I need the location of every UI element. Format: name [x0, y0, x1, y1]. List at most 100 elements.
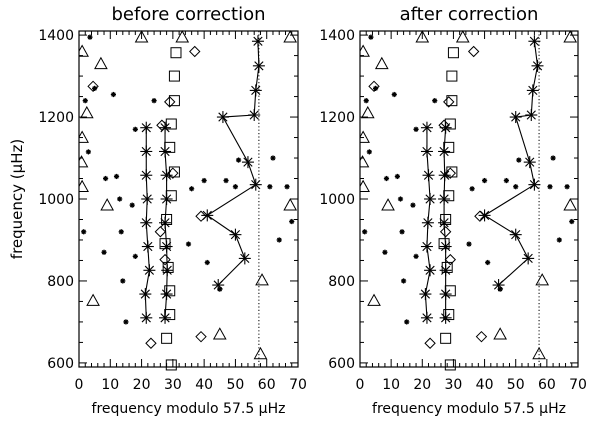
triangle-point — [79, 155, 89, 168]
diamond-point — [154, 226, 167, 238]
ridge-asterisk-point — [216, 111, 229, 124]
ridge-asterisk-point — [420, 240, 433, 253]
ridge-asterisk-point — [523, 156, 536, 169]
triangle-point — [283, 198, 298, 211]
triangle-point — [86, 293, 100, 306]
triangle-point — [563, 30, 578, 43]
ridge-asterisk-point — [249, 178, 262, 191]
x-tick-label: 70 — [289, 377, 307, 393]
ridge-asterisk-point — [420, 121, 433, 134]
small-star-point — [404, 319, 410, 325]
diamond-point — [443, 96, 455, 108]
ridge-asterisk-point — [251, 35, 264, 48]
ridge-asterisk-point — [422, 169, 435, 182]
small-star-point — [87, 34, 93, 40]
ridge-asterisk-point — [439, 311, 452, 324]
ridge-asterisk-point — [439, 264, 452, 277]
diamond-point — [424, 337, 436, 349]
y-tick-label: 1000 — [38, 192, 74, 208]
x-tick-label: 30 — [164, 377, 182, 393]
square-point — [168, 95, 180, 107]
triangle-point — [360, 155, 370, 168]
ridge-asterisk-point — [160, 288, 173, 301]
small-star-point — [382, 249, 388, 255]
small-star-point — [232, 184, 239, 190]
small-star-point — [201, 177, 207, 184]
ridge-asterisk-point — [161, 264, 174, 277]
diamond-point — [444, 253, 457, 266]
small-star-point — [399, 229, 405, 235]
square-point — [164, 285, 176, 297]
y-tick-label: 600 — [47, 356, 74, 372]
ridge-asterisk-point — [528, 178, 541, 191]
small-star-point — [363, 98, 369, 104]
ridge-asterisk-point — [438, 216, 451, 229]
ridge-asterisk-point — [420, 145, 433, 158]
small-star-point — [102, 175, 109, 182]
ridge-asterisk-point — [526, 84, 539, 97]
y-tick-label: 1400 — [38, 28, 74, 44]
x-tick-label: 40 — [476, 377, 494, 393]
small-star-point — [466, 241, 472, 247]
marks-layer — [79, 30, 298, 371]
ridge-asterisk-point — [160, 193, 173, 205]
small-star-point — [485, 259, 491, 266]
diamond-point — [159, 253, 171, 266]
ridge-asterisk-point — [140, 311, 153, 324]
ridge-asterisk-point — [140, 216, 153, 229]
triangle-point — [360, 105, 375, 119]
ridge-asterisk-point — [531, 59, 544, 72]
small-star-point — [185, 241, 192, 247]
small-star-point — [513, 184, 519, 190]
triangle-point — [175, 30, 190, 43]
diamond-point — [195, 330, 207, 343]
triangle-point — [493, 327, 507, 340]
triangle-point — [79, 44, 89, 57]
ridge-asterisk-point — [159, 311, 172, 324]
triangle-point — [255, 273, 269, 286]
triangle-point — [360, 179, 370, 193]
ridge-asterisk-point — [160, 169, 173, 182]
small-star-point — [284, 184, 290, 190]
panel-after-correction: after correction 0 10 20 30 40 50 60 70 600 800 100… — [319, 4, 587, 417]
ridge-asterisk-point — [439, 288, 452, 301]
diamond-point — [438, 119, 450, 131]
ridge-asterisk-point — [140, 145, 153, 158]
plot-frame — [78, 30, 299, 368]
y-tick-label: 1200 — [38, 110, 74, 126]
ridge-asterisk-point — [420, 311, 433, 324]
y-tick-label: 1400 — [319, 28, 355, 44]
small-star-point — [469, 186, 475, 192]
small-star-point — [394, 173, 400, 180]
x-tick-label: 10 — [101, 377, 119, 393]
x-tick-label: 40 — [195, 377, 213, 393]
ridge-asterisk-point — [159, 216, 172, 229]
small-star-point — [223, 177, 229, 184]
small-star-point — [82, 98, 88, 104]
ridge-asterisk-point — [248, 109, 261, 121]
ridge-asterisk-point — [140, 121, 153, 134]
y-tick-label: 800 — [47, 274, 74, 290]
triangle-point — [134, 30, 149, 43]
small-star-point — [117, 196, 123, 202]
y-axis-label: frequency (μHz) — [8, 139, 26, 259]
diamond-point — [368, 80, 380, 93]
triangle-point — [360, 130, 370, 143]
small-star-point — [276, 237, 282, 243]
triangle-point — [535, 273, 550, 286]
triangle-point — [374, 56, 389, 70]
small-star-point — [569, 218, 575, 225]
small-star-point — [413, 253, 419, 259]
triangle-point — [94, 56, 108, 70]
x-tick-label: 60 — [258, 377, 276, 393]
diamond-point — [444, 167, 457, 179]
ridge-asterisk-point — [238, 252, 251, 265]
diamond-point — [189, 45, 201, 58]
small-star-point — [368, 34, 374, 40]
ridge-asterisk-point — [140, 169, 153, 182]
ridge-asterisk-point — [439, 240, 452, 253]
x-axis-label: frequency modulo 57.5 μHz — [92, 401, 286, 417]
diamond-point — [164, 96, 176, 108]
x-tick-label: 20 — [413, 377, 431, 393]
